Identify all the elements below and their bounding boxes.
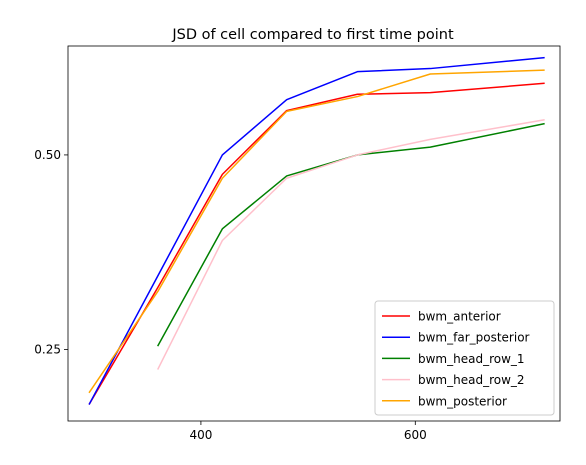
legend-label: bwm_anterior bbox=[418, 310, 501, 324]
plot-frame bbox=[67, 45, 561, 422]
legend-label: bwm_far_posterior bbox=[418, 331, 530, 345]
series-line-bwm-far-posterior bbox=[88, 56, 545, 405]
series-line-bwm-anterior bbox=[88, 82, 545, 405]
y-tick-label: 0.25 bbox=[34, 342, 61, 356]
x-tick-label: 600 bbox=[404, 428, 427, 442]
legend-box bbox=[374, 300, 555, 416]
series-layer bbox=[88, 56, 545, 405]
legend: bwm_anterior bwm_far_posterior bwm_head_ro… bbox=[374, 300, 555, 416]
y-tick-label: 0.50 bbox=[34, 148, 61, 162]
series-line-bwm-head-row-1 bbox=[157, 122, 545, 347]
legend-label: bwm_head_row_2 bbox=[418, 373, 525, 387]
series-line-bwm-posterior bbox=[88, 69, 545, 394]
axes-layer: 400 600 0.25 0.50 bbox=[34, 45, 561, 442]
chart-title: JSD of cell compared to first time point bbox=[171, 27, 454, 43]
x-tick-label: 400 bbox=[189, 428, 212, 442]
legend-label: bwm_posterior bbox=[418, 394, 507, 408]
legend-label: bwm_head_row_1 bbox=[418, 352, 525, 366]
series-line-bwm-head-row-2 bbox=[157, 119, 545, 370]
